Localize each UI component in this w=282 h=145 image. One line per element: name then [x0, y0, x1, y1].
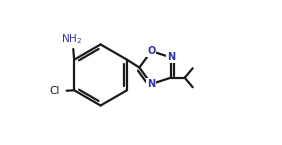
Text: N: N [147, 79, 155, 89]
Text: NH$_2$: NH$_2$ [61, 32, 82, 46]
Text: Cl: Cl [50, 86, 60, 96]
Text: N: N [167, 52, 175, 62]
Text: O: O [147, 46, 155, 56]
